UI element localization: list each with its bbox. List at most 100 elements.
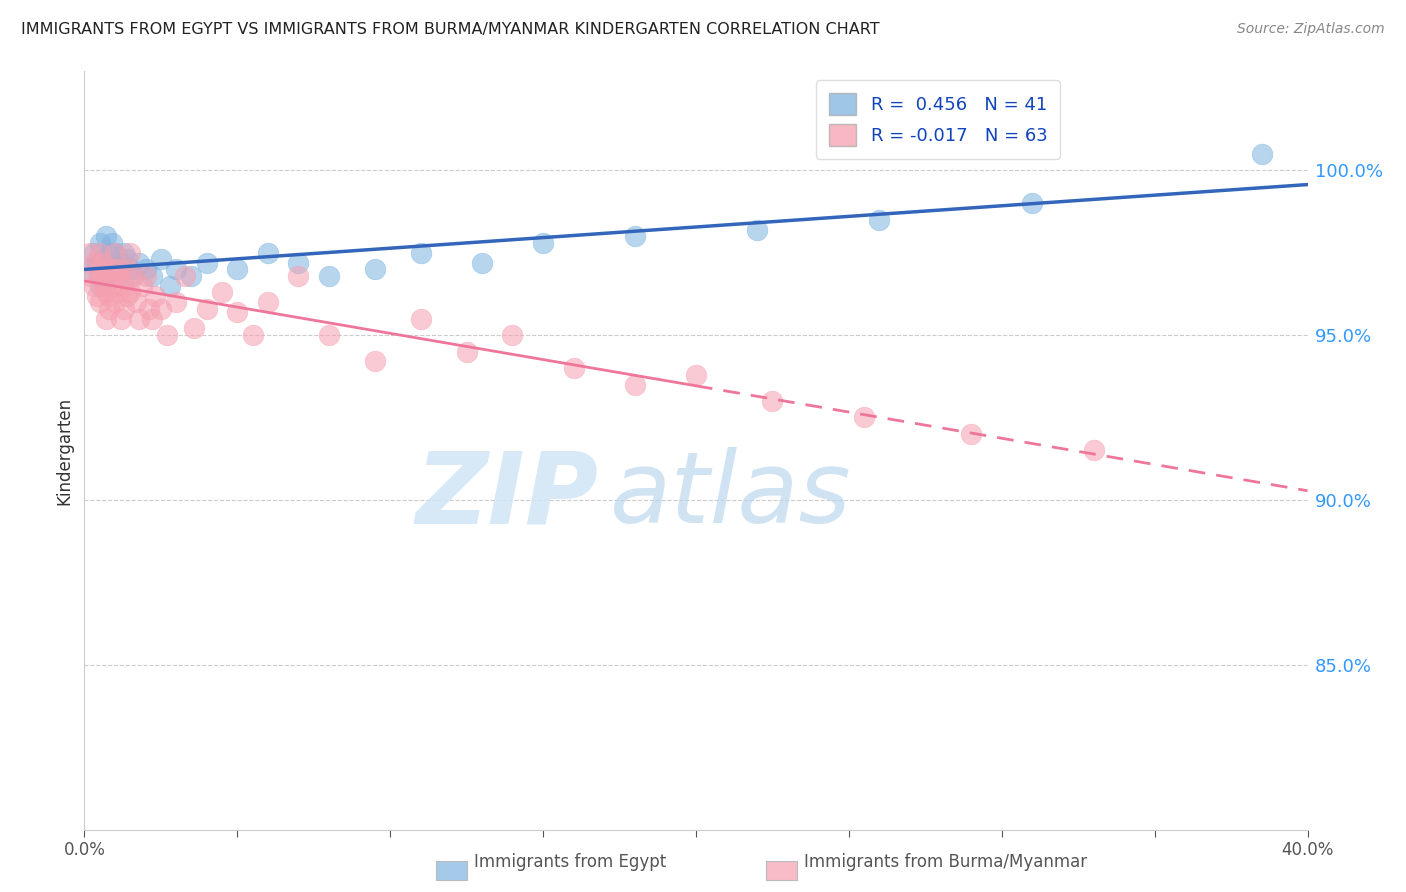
Point <box>1250 146 1272 161</box>
Text: IMMIGRANTS FROM EGYPT VS IMMIGRANTS FROM BURMA/MYANMAR KINDERGARTEN CORRELATION : IMMIGRANTS FROM EGYPT VS IMMIGRANTS FROM… <box>21 22 880 37</box>
Point <box>135 262 157 277</box>
Point <box>94 229 117 244</box>
Point <box>91 278 114 293</box>
Point <box>141 311 163 326</box>
Point <box>107 268 129 283</box>
Point <box>94 311 117 326</box>
Point <box>94 285 117 300</box>
Point <box>242 328 264 343</box>
Point <box>112 301 135 316</box>
Point <box>287 268 309 283</box>
Point <box>685 368 707 382</box>
Point <box>226 305 249 319</box>
Point <box>104 268 127 283</box>
Point <box>122 268 145 283</box>
Y-axis label: Kindergarten: Kindergarten <box>55 396 73 505</box>
Point <box>112 278 135 293</box>
Point <box>101 278 124 293</box>
Point <box>79 262 101 277</box>
Point <box>104 295 127 310</box>
Point <box>226 262 249 277</box>
Point <box>89 235 111 250</box>
Point <box>89 245 111 260</box>
Point <box>135 268 157 283</box>
Point <box>125 295 148 310</box>
Point <box>101 262 124 277</box>
Point <box>122 268 145 283</box>
Point <box>318 328 340 343</box>
Point <box>115 288 138 302</box>
Point <box>562 361 585 376</box>
Point <box>104 245 127 260</box>
Point <box>211 285 233 300</box>
Point <box>1083 443 1105 458</box>
Point <box>97 268 120 283</box>
Point <box>853 410 876 425</box>
Point <box>89 295 111 310</box>
Point <box>364 262 387 277</box>
Text: Source: ZipAtlas.com: Source: ZipAtlas.com <box>1237 22 1385 37</box>
Point <box>747 222 769 236</box>
Point <box>195 255 218 269</box>
Point <box>138 301 160 316</box>
Point <box>257 295 280 310</box>
Point <box>86 288 108 302</box>
Point <box>869 212 891 227</box>
Point <box>257 245 280 260</box>
Point <box>195 301 218 316</box>
Point <box>89 278 111 293</box>
Point <box>159 278 181 293</box>
Point <box>131 278 153 293</box>
Point <box>94 268 117 283</box>
Point <box>112 245 135 260</box>
Point <box>79 245 101 260</box>
Point <box>91 252 114 267</box>
Point <box>409 311 432 326</box>
Point <box>624 377 647 392</box>
Point <box>97 288 120 302</box>
Point <box>86 255 108 269</box>
Point <box>141 268 163 283</box>
Point <box>183 321 205 335</box>
Point <box>79 268 101 283</box>
Point <box>97 262 120 277</box>
Point <box>287 255 309 269</box>
Point <box>165 295 187 310</box>
Point <box>83 278 105 293</box>
Point <box>156 328 179 343</box>
Point <box>107 262 129 277</box>
Point <box>624 229 647 244</box>
Point <box>89 268 111 283</box>
Point <box>180 268 202 283</box>
Point <box>107 285 129 300</box>
Point <box>110 311 132 326</box>
Point <box>83 245 105 260</box>
Point <box>120 262 142 277</box>
Point <box>104 262 127 277</box>
Point <box>110 255 132 269</box>
Point <box>471 255 494 269</box>
Point <box>409 245 432 260</box>
Point <box>364 354 387 368</box>
Point <box>83 255 105 269</box>
Point <box>456 344 478 359</box>
Point <box>128 311 150 326</box>
Point <box>502 328 524 343</box>
Point <box>97 301 120 316</box>
Point <box>1021 196 1043 211</box>
Point <box>165 262 187 277</box>
Legend: R =  0.456   N = 41, R = -0.017   N = 63: R = 0.456 N = 41, R = -0.017 N = 63 <box>817 80 1060 159</box>
Point <box>149 252 172 267</box>
Point <box>149 301 172 316</box>
Point <box>86 262 108 277</box>
Point <box>120 285 142 300</box>
Point <box>110 268 132 283</box>
Point <box>761 394 783 409</box>
Point <box>960 427 983 442</box>
Point <box>115 262 138 277</box>
Point <box>91 255 114 269</box>
Text: ZIP: ZIP <box>415 448 598 544</box>
Point <box>104 245 127 260</box>
Point <box>94 262 117 277</box>
Text: atlas: atlas <box>610 448 852 544</box>
